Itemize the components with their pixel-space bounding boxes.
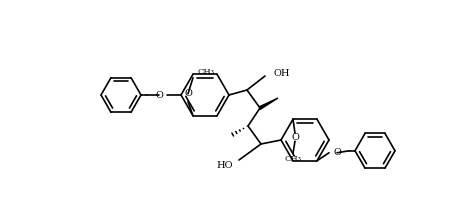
Text: CH₃: CH₃ (197, 68, 214, 76)
Text: HO: HO (217, 161, 233, 169)
Text: OH: OH (273, 70, 289, 79)
Text: O: O (333, 148, 341, 157)
Polygon shape (260, 98, 278, 110)
Text: O: O (155, 90, 163, 99)
Text: CH₃: CH₃ (285, 155, 302, 163)
Text: O: O (184, 89, 192, 98)
Text: O: O (291, 133, 299, 142)
